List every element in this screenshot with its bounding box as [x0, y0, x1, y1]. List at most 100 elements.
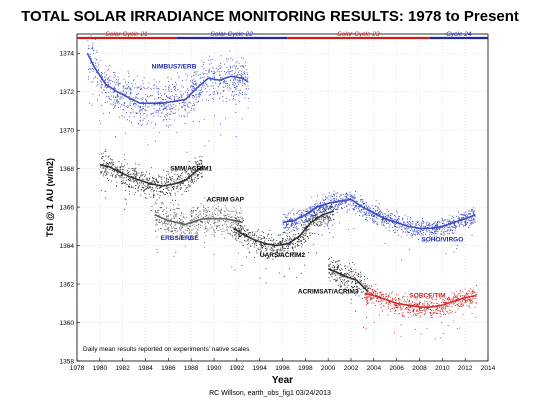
data-point-sorce-tim [403, 295, 405, 297]
data-point-acrimsat-acrim3 [334, 279, 336, 281]
data-point-soho-virgo [310, 213, 312, 215]
data-point-sorce-tim [394, 300, 396, 302]
data-point-smm-acrim1 [151, 176, 153, 178]
data-point-sorce-tim [370, 296, 372, 298]
data-point-smm-acrim1 [175, 199, 176, 201]
data-point-sorce-tim [462, 314, 464, 316]
data-point-sorce-tim [418, 312, 420, 314]
data-point-uars-acrim2 [329, 208, 331, 210]
data-point-smm-acrim1 [170, 194, 172, 196]
data-point-sorce-tim [371, 286, 373, 288]
data-point-erbs-erbe [176, 236, 178, 238]
data-point-nimbus7-erb [189, 102, 191, 104]
data-point-soho-virgo [302, 221, 304, 223]
data-point-smm-acrim1 [113, 170, 115, 172]
data-point-soho-virgo [284, 227, 286, 229]
data-point-smm-acrim1 [131, 168, 133, 170]
data-point-soho-virgo [410, 218, 412, 220]
data-point-soho-virgo [319, 210, 321, 212]
data-point-smm-acrim1 [166, 193, 168, 194]
data-point-erbs-erbe [193, 224, 195, 226]
data-point-acrimsat-acrim3 [347, 266, 349, 268]
data-point-sorce-tim [369, 300, 371, 302]
data-point-soho-virgo [299, 209, 301, 211]
data-point-erbs-erbe [164, 220, 166, 222]
data-point-nimbus7-erb [134, 106, 136, 108]
data-point-sorce-tim [469, 301, 471, 303]
data-point-nimbus7-erb [102, 73, 103, 74]
data-point-erbs-erbe [197, 226, 199, 228]
data-point-smm-acrim1 [202, 176, 204, 178]
data-point-acrimsat-acrim3 [346, 280, 348, 282]
data-point-nimbus7-erb [129, 98, 131, 100]
data-point-nimbus7-erb [237, 79, 239, 81]
data-point-sorce-tim [377, 297, 379, 299]
data-point-nimbus7-erb [101, 72, 102, 73]
data-point-nimbus7-erb [168, 113, 170, 115]
data-point-nimbus7-erb [171, 98, 172, 100]
data-point-smm-acrim1 [181, 182, 183, 183]
data-point-nimbus7-erb [183, 104, 185, 106]
data-point-uars-acrim2 [312, 223, 314, 225]
data-point-soho-virgo [377, 206, 379, 208]
data-point-soho-virgo [452, 226, 454, 228]
data-point-soho-virgo [344, 200, 346, 202]
data-point-soho-virgo [450, 230, 451, 232]
data-point-sorce-tim [372, 288, 374, 290]
data-point-nimbus7-erb [119, 83, 120, 85]
data-point-uars-acrim2 [263, 237, 265, 239]
y-tick-label: 1358 [60, 358, 75, 365]
data-point-erbs-erbe [182, 226, 183, 228]
data-point-sorce-tim [412, 307, 413, 309]
data-point-sorce-tim [394, 304, 396, 306]
data-point-nimbus7-erb [117, 100, 119, 102]
data-point-sorce-tim [462, 299, 463, 301]
data-point-uars-acrim2 [301, 253, 303, 255]
data-point-soho-virgo [451, 220, 453, 222]
data-point-smm-acrim1 [182, 181, 184, 183]
data-point-smm-acrim1 [135, 173, 137, 175]
data-point-nimbus7-erb [118, 83, 120, 84]
data-point-uars-acrim2 [291, 239, 293, 241]
data-point-smm-acrim1 [108, 155, 110, 157]
data-point-uars-acrim2 [324, 208, 326, 210]
data-point-soho-virgo [384, 213, 386, 215]
data-point-soho-virgo [468, 217, 470, 219]
data-point-smm-acrim1 [198, 163, 200, 165]
data-point-nimbus7-erb [190, 109, 192, 111]
data-point-soho-virgo [312, 211, 314, 213]
data-point-nimbus7-erb [236, 86, 238, 88]
data-point-smm-acrim1 [111, 159, 113, 161]
data-point-uars-acrim2 [249, 234, 251, 236]
data-point-uars-acrim2 [244, 230, 246, 231]
data-point-nimbus7-erb [106, 86, 108, 87]
data-point-smm-acrim1 [135, 191, 137, 193]
data-point-nimbus7-erb [231, 70, 233, 72]
data-point-smm-acrim1 [195, 169, 197, 171]
data-point-sorce-tim [418, 301, 420, 303]
data-point-smm-acrim1 [180, 182, 182, 184]
data-point-nimbus7-erb [179, 90, 181, 92]
data-point-sorce-tim [450, 298, 452, 300]
data-point-erbs-erbe [176, 220, 178, 222]
data-point-erbs-erbe [165, 207, 167, 209]
data-point-nimbus7-erb [172, 86, 174, 88]
data-point-soho-virgo [416, 228, 418, 230]
data-point-erbs-erbe [190, 211, 192, 213]
data-point-soho-virgo [391, 218, 393, 220]
data-point-sorce-tim [423, 308, 425, 310]
data-point-nimbus7-erb [234, 82, 235, 84]
data-point-erbs-erbe [203, 207, 205, 208]
data-point-nimbus7-erb [93, 52, 95, 54]
data-point-uars-acrim2 [253, 235, 255, 237]
data-point-sorce-tim [452, 311, 454, 313]
data-point-soho-virgo [362, 215, 364, 217]
data-point-smm-acrim1 [148, 184, 150, 186]
data-point-sorce-tim [364, 286, 366, 288]
data-point-nimbus7-erb [123, 90, 125, 92]
instrument-label: SORCE/TIM [409, 293, 445, 300]
data-point-uars-acrim2 [280, 241, 282, 243]
data-point-soho-virgo [401, 219, 403, 221]
data-point-nimbus7-erb [100, 75, 102, 77]
data-point-nimbus7-erb [214, 77, 215, 79]
